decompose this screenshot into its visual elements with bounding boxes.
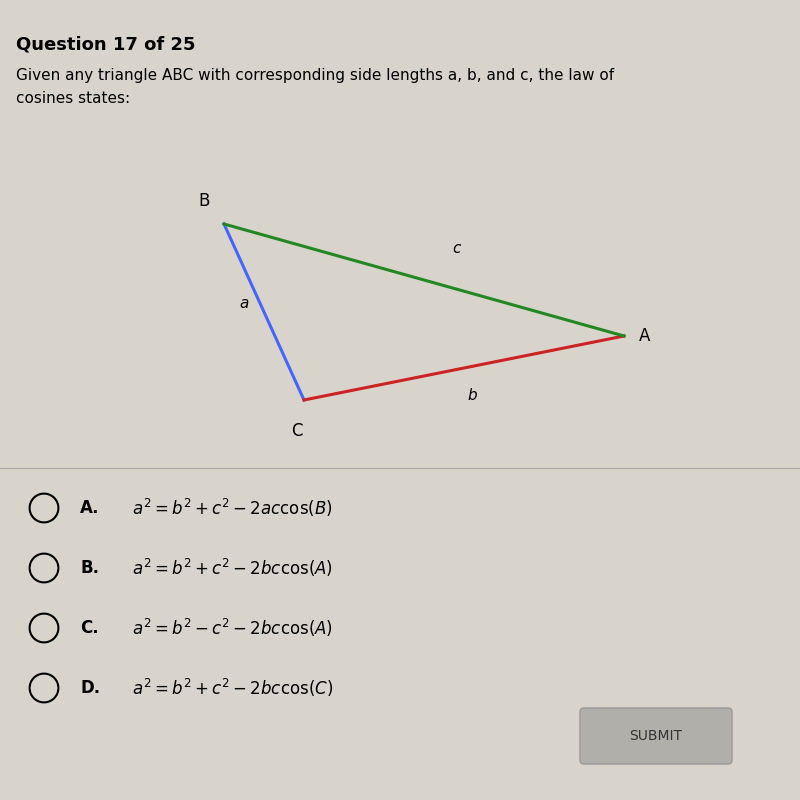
Text: $a^2 = b^2 - c^2 - 2bc\cos(A)$: $a^2 = b^2 - c^2 - 2bc\cos(A)$ [132,617,333,639]
Text: $a^2 = b^2 + c^2 - 2bc\cos(A)$: $a^2 = b^2 + c^2 - 2bc\cos(A)$ [132,557,333,579]
Text: B: B [198,192,210,210]
Text: $a^2 = b^2 + c^2 - 2ac\cos(B)$: $a^2 = b^2 + c^2 - 2ac\cos(B)$ [132,497,333,519]
Text: c: c [452,241,460,256]
Text: SUBMIT: SUBMIT [630,729,682,743]
Text: cosines states:: cosines states: [16,91,130,106]
Text: C: C [291,422,302,440]
Text: B.: B. [80,559,99,577]
Text: A.: A. [80,499,99,517]
Text: b: b [467,388,477,403]
FancyBboxPatch shape [580,708,732,764]
Text: A: A [638,327,650,345]
Text: a: a [239,297,249,311]
Text: D.: D. [80,679,100,697]
Text: Given any triangle ABC with corresponding side lengths a, b, and c, the law of: Given any triangle ABC with correspondin… [16,68,614,83]
Text: C.: C. [80,619,98,637]
Text: Question 17 of 25: Question 17 of 25 [16,36,195,54]
Text: $a^2 = b^2 + c^2 - 2bc\cos(C)$: $a^2 = b^2 + c^2 - 2bc\cos(C)$ [132,677,334,699]
